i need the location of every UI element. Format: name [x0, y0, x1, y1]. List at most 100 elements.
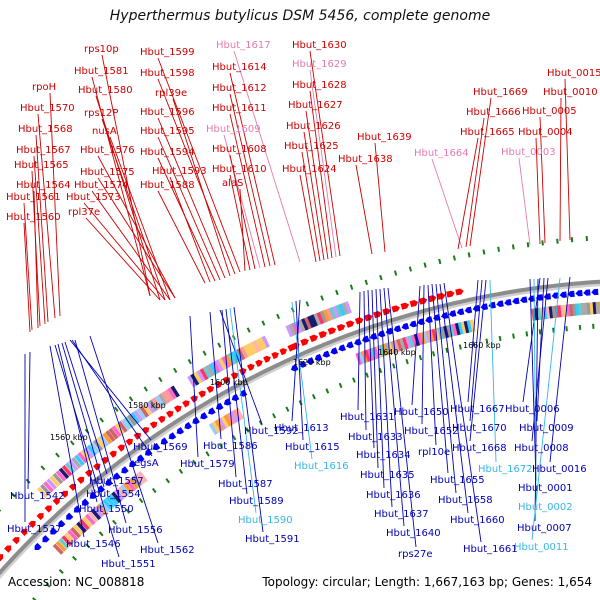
connector-line [469, 279, 487, 442]
cog-band-outer [61, 464, 73, 477]
cog-band-outer [105, 430, 116, 442]
cog-band-inner [223, 414, 233, 427]
gene-label: Hbut_1586 [203, 441, 258, 452]
gc-tick [187, 358, 192, 365]
gene-label: Hbut_1592 [244, 426, 299, 437]
map-title: Hyperthermus butylicus DSM 5456, complet… [109, 8, 491, 24]
gene-label: Hbut_1560 [6, 212, 61, 223]
forward-strand-arrow [318, 330, 328, 339]
gene-label: Hbut_1556 [108, 525, 163, 536]
cog-band-inner [440, 326, 447, 339]
gene-label: Hbut_0003 [501, 147, 556, 158]
reverse-strand-arrow [121, 466, 129, 474]
reverse-strand-arrow [520, 296, 528, 304]
cog-band-outer [74, 454, 85, 467]
cog-band-inner [214, 419, 224, 432]
cog-band-outer [344, 301, 352, 314]
cog-band-outer [196, 369, 206, 383]
gene-label: Hbut_1612 [212, 83, 267, 94]
gene-label: Hbut_1609 [206, 124, 261, 135]
cog-band-inner [451, 323, 459, 336]
gc-tick [467, 252, 471, 258]
connector-line [467, 279, 479, 403]
cog-band-outer [108, 427, 119, 440]
gene-label: Hbut_1565 [14, 160, 69, 171]
reverse-strand-arrow [464, 306, 473, 314]
cog-band-outer [89, 442, 101, 454]
scale-labels: 1560 kbp 1580 kbp 1600 kbp 1620 kbp 1640 kbp… [50, 341, 501, 442]
forward-strand-arrow [418, 297, 428, 305]
reverse-strand-arrow [591, 288, 599, 296]
gene-label: Hbut_1564 [16, 180, 71, 191]
cog-band-outer [151, 397, 162, 410]
connector-line [295, 300, 304, 441]
cog-band-outer [96, 437, 107, 449]
reverse-strand-arrow [567, 290, 575, 298]
gene-label: Hbut_1633 [348, 432, 403, 443]
gc-tick [85, 543, 91, 549]
gc-tick [320, 295, 324, 301]
cog-band-inner [387, 341, 395, 355]
connector-line [301, 151, 321, 262]
reverse-strand-arrow [361, 335, 370, 343]
connector-line [427, 284, 437, 446]
reverse-strand-arrow [231, 393, 240, 402]
gc-tick [498, 335, 502, 342]
connector-line [489, 279, 497, 463]
reverse-strand-arrow [480, 303, 489, 311]
gene-label: rpl37e [68, 207, 100, 218]
gc-tick [525, 331, 529, 337]
gene-label: Hbut_1550 [79, 504, 134, 515]
forward-strand-arrow [230, 372, 239, 380]
cog-band-outer [261, 335, 270, 348]
forward-strand-arrow [190, 395, 198, 403]
connector-line [457, 137, 479, 250]
reverse-strand-arrow [456, 308, 465, 316]
cog-band-outer [328, 306, 337, 320]
cog-band-outer [221, 356, 231, 369]
gc-tick [138, 498, 144, 504]
reverse-strand-arrow [208, 407, 216, 415]
connector-line [371, 289, 379, 469]
cog-band-outer [322, 309, 331, 322]
connector-line [559, 97, 562, 242]
cog-band-outer [158, 393, 168, 406]
cog-band-outer [40, 484, 51, 496]
cog-band-outer [102, 432, 113, 445]
connector-line [35, 134, 49, 323]
cog-band-outer [111, 425, 122, 438]
connector-line [61, 342, 105, 488]
gene-label: Hbut_1599 [140, 47, 195, 58]
forward-strand-arrow [247, 363, 255, 371]
gene-label: Hbut_1608 [212, 144, 267, 155]
reverse-strand-arrow [215, 402, 224, 410]
reverse-strand-arrow [105, 478, 113, 486]
connector-line [305, 110, 329, 260]
gc-tick [585, 235, 588, 242]
cog-band-outer [332, 305, 340, 319]
forward-strand-arrow [101, 456, 109, 465]
connector-line [531, 277, 561, 541]
reverse-strand-arrow [298, 360, 307, 368]
gc-tick [98, 531, 104, 537]
gc-tick [125, 508, 131, 514]
forward-strand-arrow [446, 290, 455, 298]
gene-label: Hbut_1636 [366, 490, 421, 501]
connector-line [443, 282, 482, 543]
gc-tick [112, 519, 117, 525]
forward-strand-arrow [149, 421, 158, 429]
connector-line [363, 290, 367, 431]
gc-tick [202, 350, 207, 356]
cog-band-outer [164, 389, 174, 402]
reverse-strand-arrow [512, 297, 520, 305]
cog-band-outer [193, 371, 203, 384]
cog-band-inner [55, 540, 67, 552]
gene-label: Hbut_1615 [285, 442, 340, 453]
gc-tick [232, 435, 237, 441]
gene-label: Hbut_1626 [286, 121, 341, 132]
cog-band-outer [307, 315, 316, 329]
cog-band-outer [325, 308, 334, 321]
reverse-strand-arrow [401, 322, 410, 330]
connector-line [229, 72, 276, 266]
